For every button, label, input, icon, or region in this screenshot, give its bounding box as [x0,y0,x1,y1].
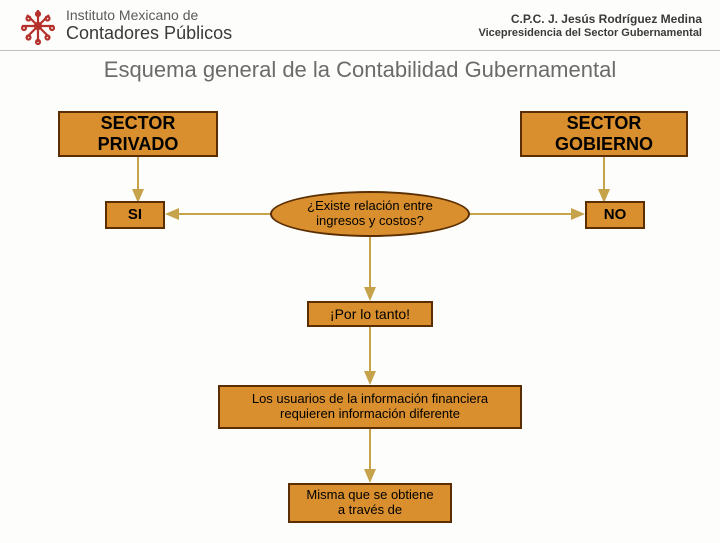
author-name: C.P.C. J. Jesús Rodríguez Medina [478,12,702,27]
node-no: NO [585,201,645,229]
header-right: C.P.C. J. Jesús Rodríguez Medina Vicepre… [478,12,702,41]
diagram-canvas: SECTOR PRIVADO SECTOR GOBIERNO SI NO ¿Ex… [0,83,720,543]
logo-line1: Instituto Mexicano de [66,8,232,23]
author-role: Vicepresidencia del Sector Gubernamental [478,27,702,41]
logo-line2: Contadores Públicos [66,24,232,44]
node-decision-question: ¿Existe relación entre ingresos y costos… [270,191,470,237]
node-por-lo-tanto: ¡Por lo tanto! [307,301,433,327]
node-si: SI [105,201,165,229]
page-title: Esquema general de la Contabilidad Guber… [0,57,720,83]
node-sector-privado: SECTOR PRIVADO [58,111,218,157]
node-misma-obtiene: Misma que se obtiene a través de [288,483,452,523]
logo-text: Instituto Mexicano de Contadores Público… [66,8,232,43]
header: Instituto Mexicano de Contadores Público… [0,0,720,51]
logo-block: Instituto Mexicano de Contadores Público… [18,6,232,46]
node-usuarios-info: Los usuarios de la información financier… [218,385,522,429]
sun-logo-icon [18,6,58,46]
node-sector-gobierno: SECTOR GOBIERNO [520,111,688,157]
